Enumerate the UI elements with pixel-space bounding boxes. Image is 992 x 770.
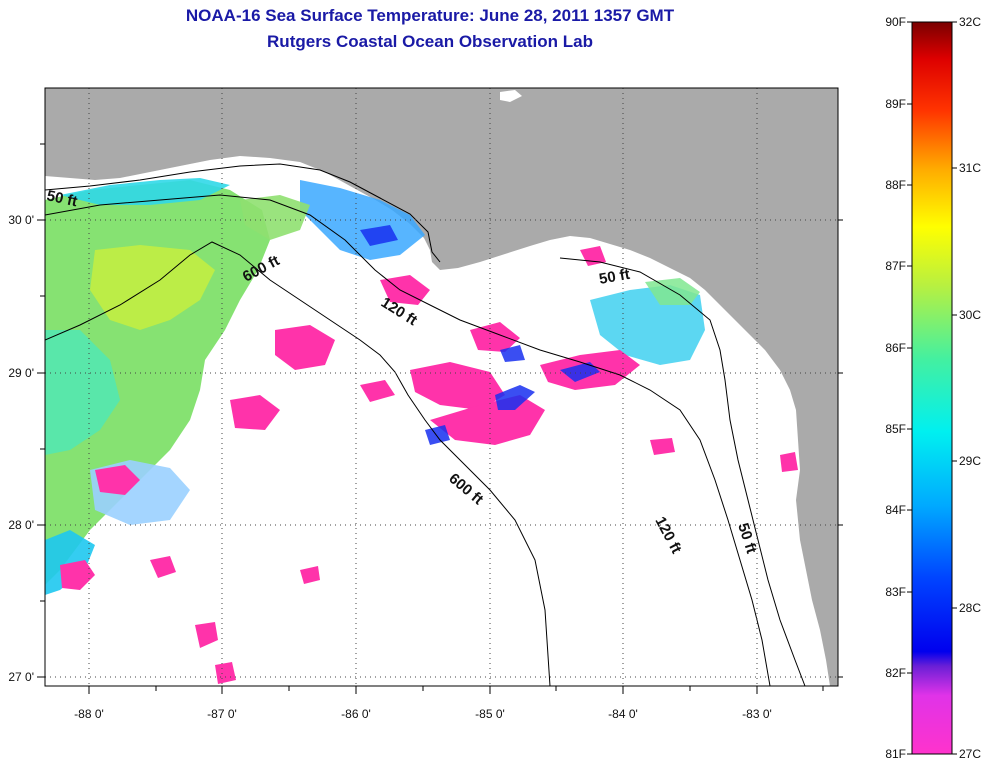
contour-50ft-west xyxy=(45,163,441,263)
colorbar-label-c: 28C xyxy=(959,601,981,615)
map-title: NOAA-16 Sea Surface Temperature: June 28… xyxy=(185,6,675,25)
sst-green-patch xyxy=(240,195,310,240)
colorbar-label-f: 89F xyxy=(885,97,906,111)
colorbar-label-f: 88F xyxy=(885,178,906,192)
lon-label: -84 0' xyxy=(608,707,638,721)
map-subtitle: Rutgers Coastal Ocean Observation Lab xyxy=(267,32,593,51)
sst-east-green xyxy=(645,278,700,305)
colorbar-label-f: 86F xyxy=(885,341,906,355)
sst-cyan-patch xyxy=(45,330,120,455)
sst-cyan-patch-2 xyxy=(45,530,95,595)
lon-label: -88 0' xyxy=(74,707,104,721)
colorbar-label-f: 87F xyxy=(885,259,906,273)
colorbar-label-c: 27C xyxy=(959,747,981,761)
map-frame xyxy=(44,87,839,687)
lat-label: 27 0' xyxy=(8,670,34,684)
colorbar xyxy=(911,21,953,755)
contour-600ft xyxy=(45,241,551,686)
colorbar-label-c: 29C xyxy=(959,454,981,468)
lat-label: 30 0' xyxy=(8,213,34,227)
lon-label: -87 0' xyxy=(207,707,237,721)
colorbar-label-c: 30C xyxy=(959,308,981,322)
depth-contours xyxy=(45,163,806,686)
sst-blue-edges xyxy=(360,225,600,445)
colorbar-label-f: 85F xyxy=(885,422,906,436)
colorbar-label-f: 81F xyxy=(885,747,906,761)
colorbar-label-f: 90F xyxy=(885,15,906,29)
tick-marks xyxy=(37,143,843,694)
lat-label: 28 0' xyxy=(8,518,34,532)
contour-120ft xyxy=(45,194,771,686)
land-mass xyxy=(45,88,838,686)
sst-coastal-cyan xyxy=(60,178,230,205)
colorbar-label-f: 83F xyxy=(885,585,906,599)
lon-label: -83 0' xyxy=(742,707,772,721)
colorbar-label-f: 82F xyxy=(885,666,906,680)
colorbar-label-c: 32C xyxy=(959,15,981,29)
colorbar-label-c: 31C xyxy=(959,161,981,175)
lon-label: -86 0' xyxy=(341,707,371,721)
contour-label: 50 ft xyxy=(598,266,631,288)
colorbar-ticks xyxy=(907,21,957,755)
sst-yellow-patch xyxy=(90,245,215,330)
colorbar-label-f: 84F xyxy=(885,503,906,517)
graticule xyxy=(45,88,838,686)
island-patch xyxy=(500,90,522,102)
lon-label: -85 0' xyxy=(475,707,505,721)
contour-label: 50 ft xyxy=(45,187,79,210)
contour-50ft-east xyxy=(559,257,806,686)
lat-label: 29 0' xyxy=(8,366,34,380)
